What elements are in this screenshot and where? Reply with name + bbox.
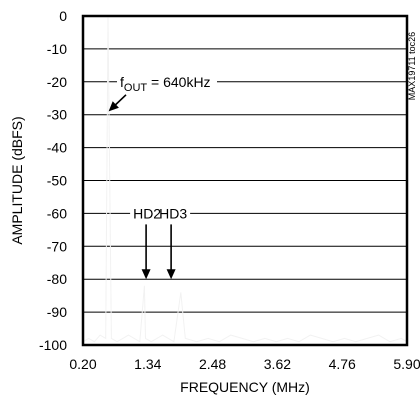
- fout-arrow: [113, 94, 127, 107]
- y-tick-label: -70: [47, 238, 67, 254]
- x-tick-label: 3.62: [264, 356, 291, 372]
- figure-id: MAX19711 toc26: [407, 32, 417, 100]
- hd3-label: HD3: [159, 205, 187, 221]
- y-tick-label: -20: [47, 74, 67, 90]
- y-tick-label: -50: [47, 173, 67, 189]
- spectrum-series: [82, 17, 408, 343]
- y-tick-label: -100: [39, 337, 67, 353]
- y-tick-label: -80: [47, 271, 67, 287]
- x-tick-label: 0.20: [69, 356, 96, 372]
- fout-subscript: OUT: [124, 82, 148, 94]
- y-tick-label: -30: [47, 107, 67, 123]
- x-axis-label: FREQUENCY (MHz): [180, 379, 310, 395]
- harmonics-annotation: HD2 HD3: [130, 204, 191, 280]
- hd2-arrow-head: [141, 269, 151, 280]
- x-tick-labels: 0.20 1.34 2.48 3.62 4.76 5.90: [69, 356, 420, 372]
- harmonics-label-background: [130, 204, 191, 225]
- plot-frame: [81, 14, 409, 347]
- y-axis-label: AMPLITUDE (dBFS): [9, 116, 25, 244]
- fout-arrow-head: [108, 101, 119, 112]
- fout-prefix: f: [120, 74, 124, 90]
- x-tick-label: 1.34: [134, 356, 161, 372]
- spectrum-line: [82, 17, 408, 343]
- x-tick-label: 5.90: [393, 356, 420, 372]
- y-tick-labels: 0 -10 -20 -30 -40 -50 -60 -70 -80 -90 -100: [39, 8, 67, 353]
- y-tick-label: -90: [47, 304, 67, 320]
- y-tick-label: 0: [59, 8, 67, 24]
- fout-suffix: = 640kHz: [147, 74, 210, 90]
- hd3-arrow-head: [166, 269, 176, 280]
- fout-label: fOUT = 640kHz: [120, 74, 211, 94]
- fout-label-background: [117, 71, 217, 94]
- x-tick-label: 2.48: [199, 356, 226, 372]
- hd2-label: HD2: [133, 205, 161, 221]
- x-tick-label: 4.76: [329, 356, 356, 372]
- y-tick-label: -10: [47, 41, 67, 57]
- fout-annotation: fOUT = 640kHz: [108, 71, 217, 112]
- y-tick-label: -60: [47, 205, 67, 221]
- y-tick-label: -40: [47, 140, 67, 156]
